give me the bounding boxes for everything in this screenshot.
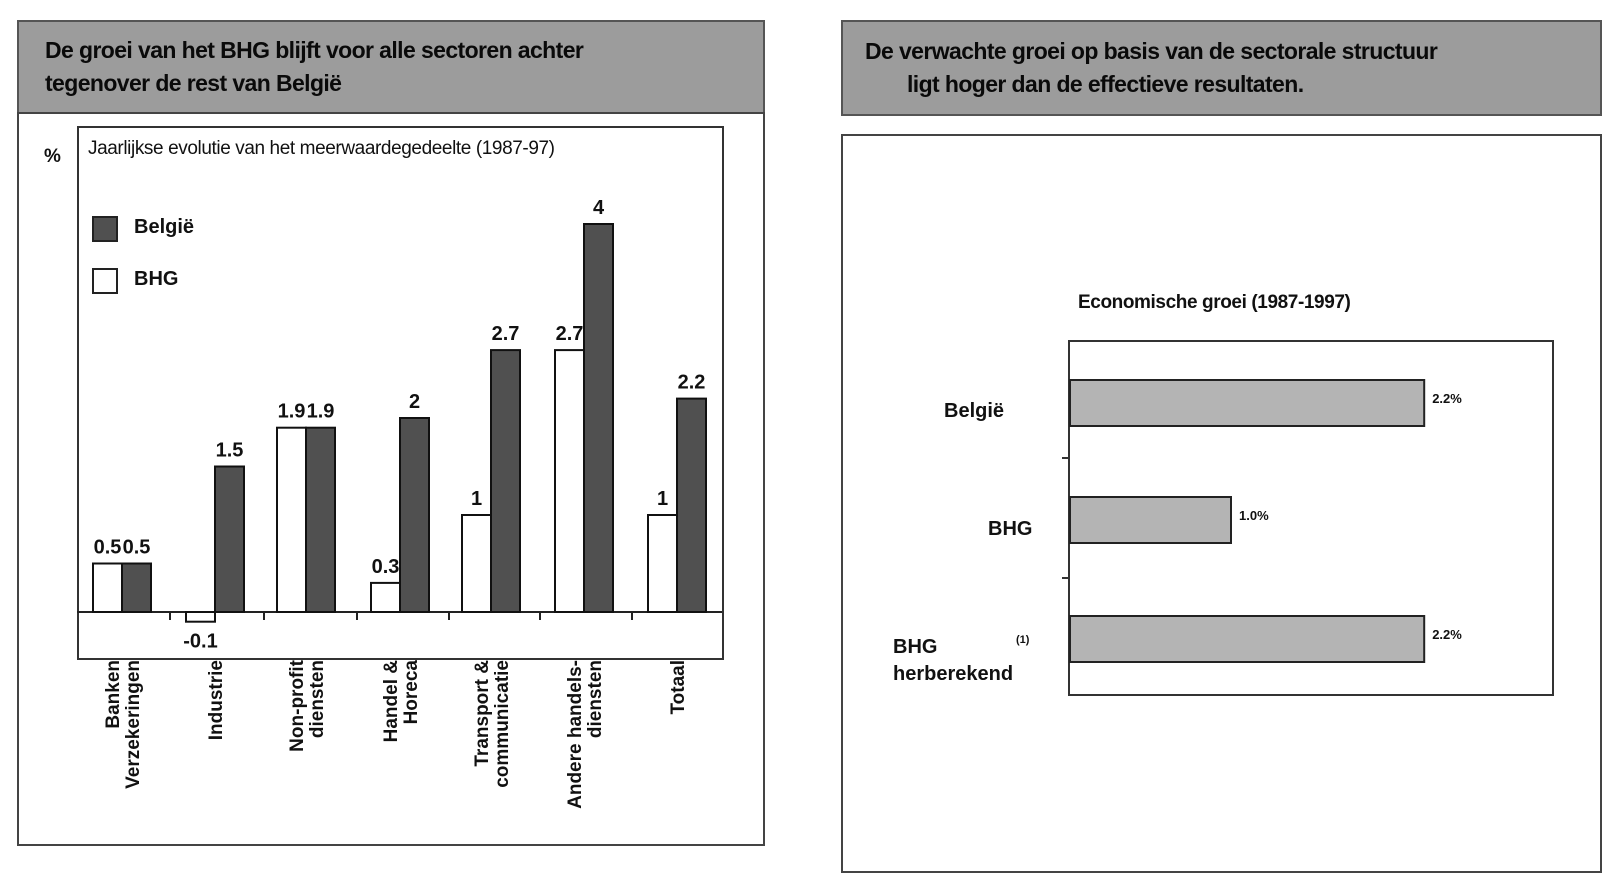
right-panel-title-bar: De verwachte groei op basis van de secto… — [841, 20, 1602, 116]
hbar-category-bhg: BHG — [988, 518, 1033, 540]
legend-label-belgie: België — [134, 216, 195, 238]
legend-swatch-belgie — [92, 216, 118, 242]
grouped-bar-chart-frame — [77, 126, 724, 660]
y-unit-label: % — [44, 146, 61, 167]
hbar-chart-frame — [1068, 340, 1554, 696]
hbar-category-bhg-recalc: BHG — [893, 636, 938, 658]
hbar-footnote-marker: (1) — [1016, 634, 1030, 646]
right-panel-title-line2: ligt hoger dan de effectieve resultaten. — [907, 71, 1304, 97]
left-panel-title-line1: De groei van het BHG blijft voor alle se… — [45, 37, 584, 63]
left-panel-title-bar: De groei van het BHG blijft voor alle se… — [17, 20, 765, 114]
legend-label-bhg: BHG — [134, 268, 179, 290]
hbar-category-sublabel: herberekend — [893, 663, 1014, 685]
hbar-category-belgie: België — [944, 400, 1005, 422]
legend-swatch-bhg — [92, 268, 118, 294]
chart-subtitle: Jaarlijkse evolutie van het meerwaardege… — [88, 138, 555, 159]
right-panel-title-line1: De verwachte groei op basis van de secto… — [865, 38, 1438, 64]
left-panel-title-line2: tegenover de rest van België — [45, 70, 342, 96]
hbar-chart-title: Economische groei (1987-1997) — [1078, 292, 1351, 313]
